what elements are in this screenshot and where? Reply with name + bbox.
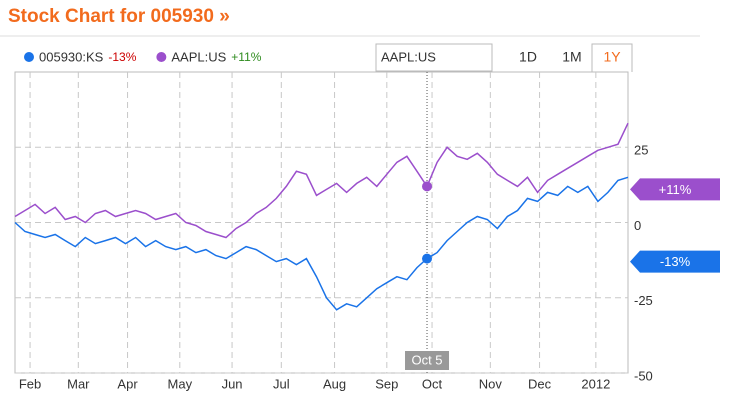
- range-button[interactable]: 1Y: [603, 49, 621, 65]
- x-tick-label: Oct: [422, 376, 443, 391]
- legend-label[interactable]: AAPL:US: [171, 49, 226, 64]
- legend-change: +11%: [231, 50, 261, 64]
- crosshair-dot: [422, 181, 433, 192]
- series-line: [14, 122, 629, 239]
- x-tick-label: Sep: [375, 376, 398, 391]
- range-button[interactable]: 1D: [519, 49, 537, 65]
- x-tick-label: Feb: [19, 376, 41, 391]
- y-tick-label: -50: [634, 368, 653, 383]
- range-tab-selected[interactable]: [591, 43, 633, 72]
- legend-dot: [24, 52, 34, 62]
- x-tick-label: Nov: [479, 376, 503, 391]
- y-tick-label: -25: [634, 293, 653, 308]
- change-tag: [630, 178, 720, 201]
- x-tick-label: Mar: [67, 376, 90, 391]
- legend-dot: [156, 52, 167, 62]
- compare-input-text[interactable]: AAPL:US: [381, 49, 436, 64]
- y-tick-label: 0: [634, 218, 641, 233]
- change-tag-label: -13%: [660, 254, 691, 269]
- change-tag: [630, 250, 720, 273]
- x-tick-label: Jul: [273, 376, 290, 391]
- legend-change: -13%: [108, 50, 136, 64]
- compare-input[interactable]: [375, 43, 493, 72]
- y-tick-label: 25: [634, 143, 648, 158]
- x-tick-label: Aug: [323, 376, 346, 391]
- series-line: [14, 176, 629, 311]
- x-tick-label: May: [168, 376, 193, 391]
- chart-title: Stock Chart for 005930 »: [8, 6, 230, 27]
- x-tick-label: Dec: [528, 376, 552, 391]
- x-tick-label: Apr: [117, 376, 138, 391]
- change-tag-label: +11%: [659, 182, 692, 197]
- range-button[interactable]: 1M: [562, 49, 581, 65]
- legend-label[interactable]: 005930:KS: [39, 49, 104, 64]
- x-tick-label: 2012: [581, 376, 610, 391]
- crosshair-label: Oct 5: [411, 352, 442, 367]
- crosshair-dot: [422, 253, 433, 264]
- crosshair-label-box: [405, 351, 450, 370]
- x-tick-label: Jun: [222, 376, 243, 391]
